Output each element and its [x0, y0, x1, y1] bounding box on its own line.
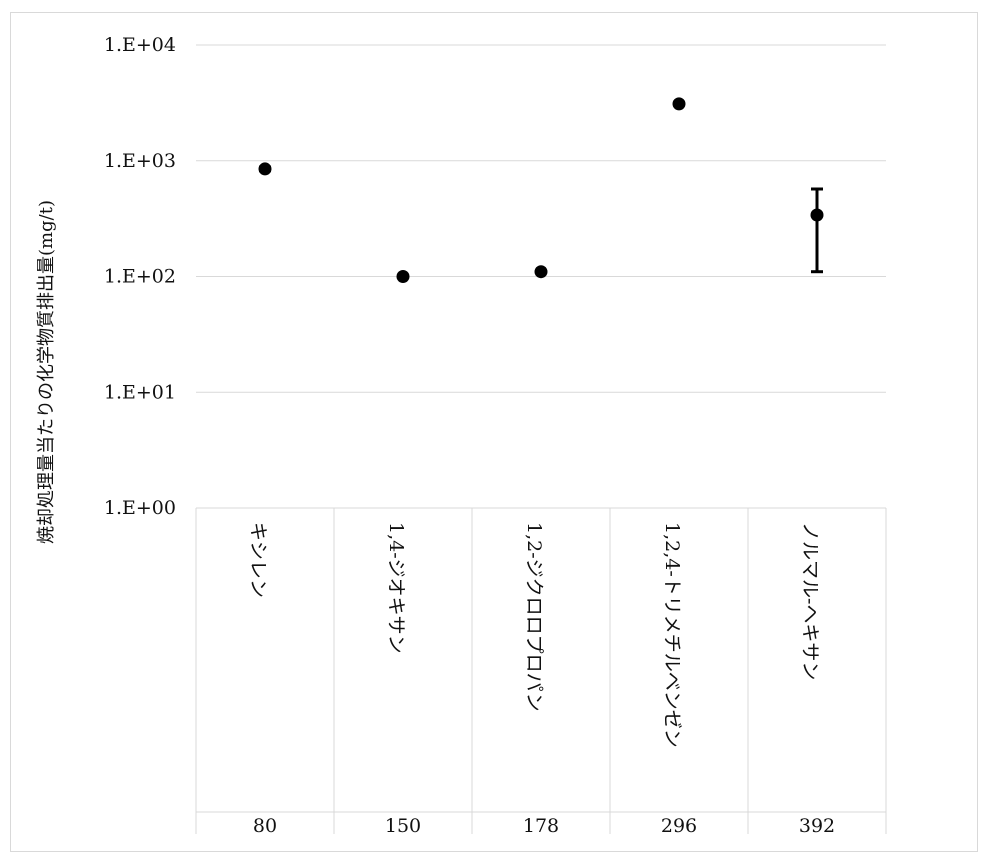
error-bars: [259, 165, 823, 274]
grid-lines: [196, 44, 886, 393]
category-table: [195, 507, 887, 834]
category-code: 150: [385, 815, 421, 834]
category-code: 80: [253, 815, 277, 834]
category-label: 1,2,4-トリメチルベンゼン: [661, 522, 683, 748]
data-point: [672, 97, 686, 111]
y-tick-label: 1.E+04: [104, 34, 176, 56]
category-label: ノルマル-ヘキサン: [799, 522, 821, 680]
data-point: [258, 162, 272, 176]
category-code: 296: [661, 815, 697, 834]
y-axis-label: 焼却処理量当たりの化学物質排出量(mg/t): [36, 200, 57, 544]
category-label: 1,2-ジクロロプロパン: [523, 522, 545, 712]
data-point: [810, 208, 824, 222]
data-point: [396, 270, 410, 283]
y-tick-label: 1.E+02: [104, 266, 176, 288]
category-label: 1,4-ジオキサン: [385, 522, 407, 654]
y-tick-label: 1.E+01: [104, 381, 176, 403]
category-code: 392: [799, 815, 835, 834]
y-tick-labels: 1.E+00 1.E+01 1.E+02 1.E+03 1.E+04: [104, 34, 176, 519]
category-codes: 80 150 178 296 392: [253, 815, 835, 834]
data-point: [534, 265, 548, 279]
y-tick-label: 1.E+00: [104, 497, 176, 519]
y-tick-label: 1.E+03: [104, 150, 176, 172]
category-labels: キシレン 1,4-ジオキサン 1,2-ジクロロプロパン 1,2,4-トリメチルベンゼン…: [247, 522, 821, 748]
chart: 1.E+00 1.E+01 1.E+02 1.E+03 1.E+04 キシレン 1,4-ジ…: [36, 34, 887, 834]
data-points: [258, 97, 824, 283]
category-label: キシレン: [247, 522, 269, 598]
category-code: 178: [523, 815, 559, 834]
